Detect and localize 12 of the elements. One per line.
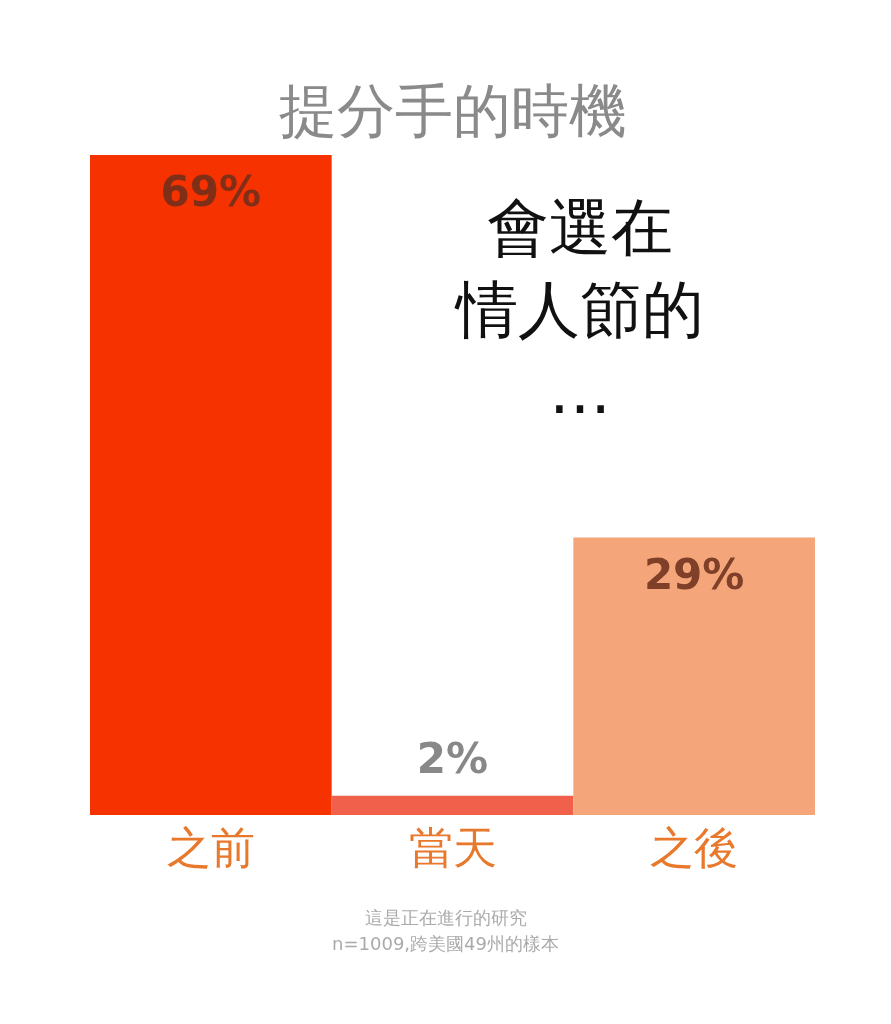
annotation: 情人節的 bbox=[454, 273, 704, 346]
x-tick-label: 之前 bbox=[166, 821, 255, 873]
annotation: … bbox=[549, 355, 611, 428]
chart-title: 提分手的時機 bbox=[278, 77, 627, 145]
x-tick-label: 之後 bbox=[650, 821, 739, 873]
x-tick-label: 當天 bbox=[408, 821, 497, 873]
data-label: 2% bbox=[416, 733, 489, 783]
annotation: 會選在 bbox=[487, 191, 673, 264]
text: n=1009,跨美國49州的樣本 bbox=[332, 933, 559, 954]
data-label: 69% bbox=[160, 167, 262, 216]
text: 這是正在進行的研究 bbox=[364, 907, 527, 928]
data-label: 29% bbox=[643, 549, 745, 599]
